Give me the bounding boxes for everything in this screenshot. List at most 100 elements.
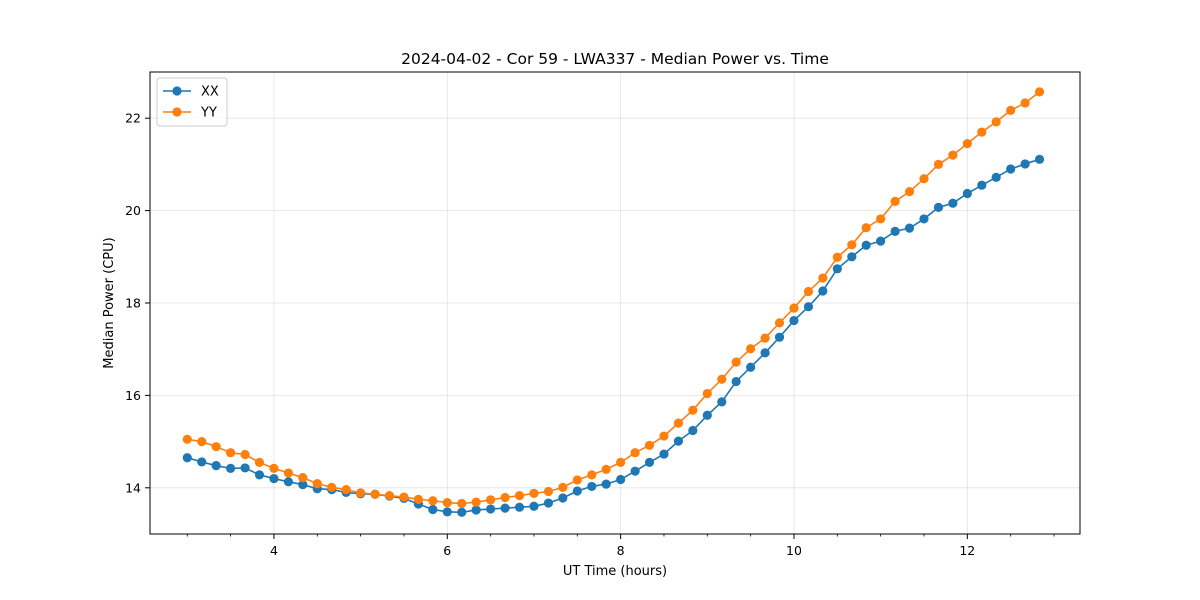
data-point-yy xyxy=(630,448,640,458)
data-point-xx xyxy=(601,479,611,489)
data-point-yy xyxy=(659,431,669,441)
data-point-xx xyxy=(182,453,192,463)
data-point-xx xyxy=(269,473,279,484)
data-point-yy xyxy=(616,457,626,467)
data-point-yy xyxy=(327,482,337,492)
data-point-yy xyxy=(341,485,351,495)
grid xyxy=(150,72,1080,534)
data-point-yy xyxy=(1034,87,1045,97)
data-point-yy xyxy=(644,440,655,450)
data-point-yy xyxy=(384,491,395,501)
data-point-xx xyxy=(298,479,308,490)
data-point-xx xyxy=(991,172,1001,182)
data-point-xx xyxy=(644,457,655,467)
data-point-yy xyxy=(688,405,698,415)
data-point-xx xyxy=(197,457,207,467)
data-point-yy xyxy=(861,223,871,233)
data-point-xx xyxy=(240,463,250,473)
y-tick-label: 14 xyxy=(125,480,141,495)
data-point-xx xyxy=(746,362,756,372)
legend: XX YY xyxy=(156,77,228,127)
data-point-yy xyxy=(298,473,308,483)
data-point-yy xyxy=(991,117,1001,127)
y-axis: 14 16 18 20 22 xyxy=(125,111,150,495)
data-point-yy xyxy=(356,488,366,498)
data-point-yy xyxy=(457,498,467,509)
legend-items: XX YY xyxy=(163,85,219,121)
data-point-xx xyxy=(543,498,554,508)
data-point-yy xyxy=(818,273,828,283)
data-point-yy xyxy=(847,240,857,250)
data-point-xx xyxy=(904,223,915,233)
data-point-xx xyxy=(587,481,597,492)
data-point-yy xyxy=(486,495,496,505)
series-layer xyxy=(182,87,1045,517)
data-point-xx xyxy=(486,504,496,514)
data-point-yy xyxy=(760,333,770,343)
y-tick-label: 18 xyxy=(125,296,141,311)
data-point-xx xyxy=(514,502,525,512)
data-point-xx xyxy=(211,461,221,471)
data-point-yy xyxy=(197,437,207,447)
data-point-xx xyxy=(428,504,438,515)
data-point-xx xyxy=(717,397,727,407)
data-point-yy xyxy=(399,492,409,502)
data-point-xx xyxy=(558,493,568,503)
legend-label-xx: XX xyxy=(201,85,219,100)
y-tick-label: 22 xyxy=(125,111,141,126)
data-point-yy xyxy=(370,489,380,499)
data-point-yy xyxy=(731,357,741,367)
data-point-yy xyxy=(1020,98,1030,108)
data-point-xx xyxy=(760,348,770,358)
data-point-yy xyxy=(254,457,265,467)
data-point-yy xyxy=(876,214,886,224)
data-point-yy xyxy=(890,196,900,206)
y-tick-label: 16 xyxy=(125,388,141,403)
x-tick-label: 8 xyxy=(617,543,625,558)
chart-title: 2024-04-02 - Cor 59 - LWA337 - Median Po… xyxy=(401,50,829,68)
x-tick-label: 4 xyxy=(270,543,278,558)
data-point-xx xyxy=(1006,164,1016,174)
data-point-xx xyxy=(226,463,236,473)
data-point-xx xyxy=(919,214,929,224)
data-point-yy xyxy=(803,286,814,297)
y-axis-label: Median Power (CPU) xyxy=(102,237,117,368)
legend-label-yy: YY xyxy=(200,106,217,121)
data-point-yy xyxy=(904,187,915,197)
data-point-yy xyxy=(529,488,539,498)
data-point-yy xyxy=(948,150,958,160)
data-point-xx xyxy=(832,264,842,274)
data-point-yy xyxy=(312,479,322,489)
data-point-xx xyxy=(442,507,452,517)
data-point-xx xyxy=(876,236,886,246)
data-point-yy xyxy=(543,486,554,497)
data-point-xx xyxy=(659,449,669,459)
data-point-xx xyxy=(789,315,799,326)
data-point-yy xyxy=(746,344,756,354)
data-point-xx xyxy=(933,202,944,212)
data-point-yy xyxy=(933,159,944,169)
data-point-xx xyxy=(572,486,582,496)
data-point-xx xyxy=(774,332,785,342)
data-point-yy xyxy=(269,463,279,473)
data-point-xx xyxy=(861,240,871,250)
data-point-xx xyxy=(1034,154,1045,164)
data-point-xx xyxy=(254,470,265,480)
data-point-xx xyxy=(731,376,741,387)
data-point-xx xyxy=(948,198,958,208)
legend-marker-xx xyxy=(172,86,182,96)
data-point-yy xyxy=(514,491,525,501)
data-point-yy xyxy=(702,388,712,399)
data-point-xx xyxy=(471,505,481,515)
data-point-yy xyxy=(774,318,785,328)
data-point-xx xyxy=(1020,159,1030,169)
data-point-yy xyxy=(919,174,929,184)
data-point-yy xyxy=(558,482,568,492)
x-axis-label: UT Time (hours) xyxy=(563,564,667,579)
data-point-yy xyxy=(789,303,799,313)
data-point-yy xyxy=(182,434,192,444)
data-point-xx xyxy=(457,507,467,517)
data-point-xx xyxy=(616,474,626,485)
data-point-yy xyxy=(226,448,236,458)
data-point-yy xyxy=(1006,105,1016,115)
